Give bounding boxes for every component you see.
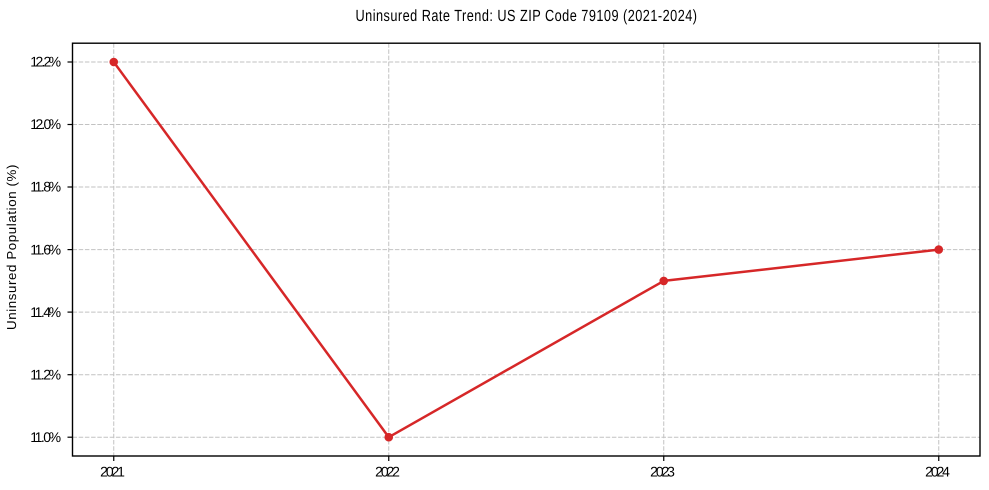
svg-text:2023: 2023 bbox=[650, 464, 676, 480]
svg-text:12.2%: 12.2% bbox=[30, 54, 62, 70]
svg-text:Uninsured Population (%): Uninsured Population (%) bbox=[4, 164, 19, 330]
svg-text:12.0%: 12.0% bbox=[30, 116, 62, 132]
svg-text:11.2%: 11.2% bbox=[30, 366, 62, 382]
svg-text:11.0%: 11.0% bbox=[30, 429, 62, 445]
svg-text:2024: 2024 bbox=[925, 464, 951, 480]
svg-text:2021: 2021 bbox=[100, 464, 126, 480]
svg-text:11.6%: 11.6% bbox=[30, 241, 62, 257]
svg-text:11.8%: 11.8% bbox=[30, 179, 62, 195]
svg-text:2022: 2022 bbox=[375, 464, 401, 480]
svg-text:Uninsured Rate Trend: US ZIP C: Uninsured Rate Trend: US ZIP Code 79109 … bbox=[356, 7, 698, 25]
svg-text:11.4%: 11.4% bbox=[30, 304, 62, 320]
